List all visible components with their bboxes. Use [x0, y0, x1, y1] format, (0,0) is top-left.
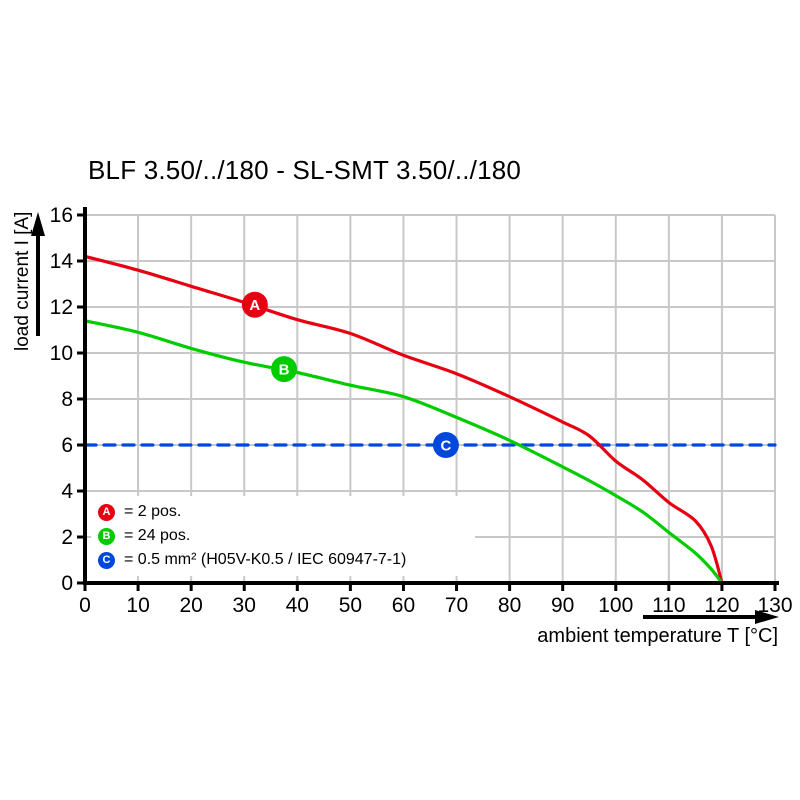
- y-tick-label: 14: [50, 250, 74, 273]
- legend-marker-a-icon: A: [98, 503, 115, 521]
- x-tick-label: 40: [286, 594, 309, 617]
- legend-item-a: A = 2 pos.: [98, 500, 475, 524]
- y-axis-title: load current I [A]: [12, 212, 33, 351]
- marker-c-label: C: [441, 438, 452, 455]
- legend-marker-b-icon: B: [98, 527, 115, 545]
- marker-b-icon: [271, 356, 298, 383]
- x-axis-arrow: [643, 610, 779, 624]
- axes-layer: 0 2 4 6 8 10 12 14 16 0 10 20 30 40 50 60 70 80 90 100 110 12…: [50, 204, 793, 617]
- x-tick-label: 60: [392, 594, 415, 617]
- legend-label-a: = 2 pos.: [124, 503, 182, 520]
- legend-item-c: C = 0.5 mm² (H05V-K0.5 / IEC 60947-7-1): [98, 548, 475, 572]
- marker-a-label: A: [249, 297, 260, 314]
- legend-label-b: = 24 pos.: [124, 527, 191, 544]
- x-tick-label: 10: [126, 594, 149, 617]
- x-tick-label: 50: [339, 594, 362, 617]
- y-axis-arrow: [31, 212, 45, 336]
- legend-marker-c-icon: C: [98, 551, 115, 569]
- markers-layer: A B C: [241, 291, 459, 458]
- y-tick-label: 6: [61, 434, 73, 457]
- x-tick-label: 100: [598, 594, 633, 617]
- curve-b: [83, 319, 724, 585]
- chart-title: BLF 3.50/../180 - SL-SMT 3.50/../180: [88, 155, 522, 185]
- legend-label-c: = 0.5 mm² (H05V-K0.5 / IEC 60947-7-1): [124, 551, 407, 568]
- x-tick-label: 0: [79, 594, 91, 617]
- x-tick-label: 130: [757, 594, 792, 617]
- y-tick-label: 2: [61, 526, 73, 549]
- x-tick-label: 30: [233, 594, 256, 617]
- marker-c-icon: [432, 432, 459, 458]
- x-tick-label: 120: [704, 594, 739, 617]
- x-tick-label: 110: [652, 594, 685, 617]
- chart-legend: A = 2 pos. B = 24 pos. C = 0.5 mm² (H05V…: [91, 496, 475, 576]
- marker-b-label: B: [279, 362, 290, 379]
- x-tick-label: 70: [445, 594, 468, 617]
- x-axis-title: ambient temperature T [°C]: [537, 625, 778, 647]
- grid-layer: [85, 214, 776, 583]
- y-axis-arrowhead-icon: [31, 212, 45, 236]
- curve-a: [83, 254, 724, 585]
- curves-layer: [83, 254, 777, 585]
- x-tick-label: 90: [551, 594, 574, 617]
- marker-a-icon: [241, 291, 268, 318]
- y-tick-label: 10: [50, 342, 73, 365]
- legend-item-b: B = 24 pos.: [98, 524, 475, 548]
- x-tick-label: 80: [498, 594, 521, 617]
- y-tick-label: 16: [50, 204, 73, 227]
- y-tick-label: 4: [61, 480, 73, 503]
- y-tick-label: 8: [61, 388, 73, 411]
- y-tick-label: 12: [50, 296, 73, 319]
- x-axis-arrowhead-icon: [755, 610, 779, 624]
- x-tick-label: 20: [179, 594, 202, 617]
- y-tick-label: 0: [61, 572, 73, 595]
